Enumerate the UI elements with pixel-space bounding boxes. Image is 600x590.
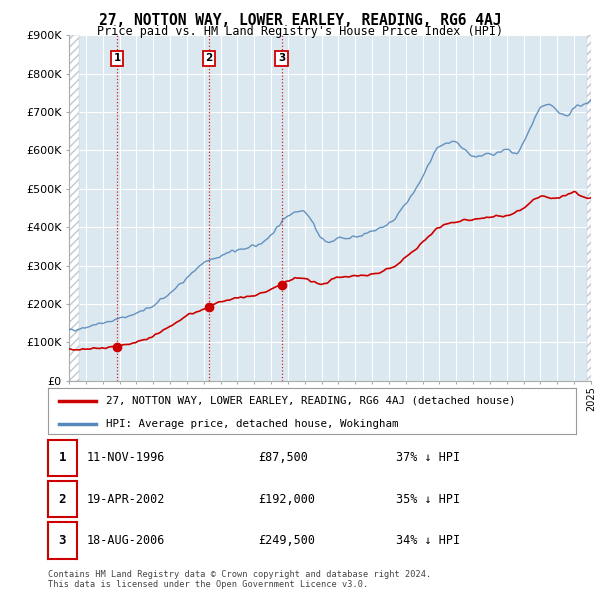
Text: HPI: Average price, detached house, Wokingham: HPI: Average price, detached house, Woki… bbox=[106, 418, 398, 428]
Text: 34% ↓ HPI: 34% ↓ HPI bbox=[396, 534, 460, 547]
Text: 2: 2 bbox=[59, 493, 66, 506]
Text: 3: 3 bbox=[59, 534, 66, 547]
Text: 11-NOV-1996: 11-NOV-1996 bbox=[87, 451, 166, 464]
Text: £249,500: £249,500 bbox=[258, 534, 315, 547]
Text: Price paid vs. HM Land Registry's House Price Index (HPI): Price paid vs. HM Land Registry's House … bbox=[97, 25, 503, 38]
Text: 27, NOTTON WAY, LOWER EARLEY, READING, RG6 4AJ: 27, NOTTON WAY, LOWER EARLEY, READING, R… bbox=[99, 13, 501, 28]
Text: £87,500: £87,500 bbox=[258, 451, 308, 464]
Text: 35% ↓ HPI: 35% ↓ HPI bbox=[396, 493, 460, 506]
Text: £192,000: £192,000 bbox=[258, 493, 315, 506]
Text: 18-AUG-2006: 18-AUG-2006 bbox=[87, 534, 166, 547]
Text: 27, NOTTON WAY, LOWER EARLEY, READING, RG6 4AJ (detached house): 27, NOTTON WAY, LOWER EARLEY, READING, R… bbox=[106, 395, 515, 405]
Text: 3: 3 bbox=[278, 54, 286, 63]
Text: 2: 2 bbox=[205, 54, 212, 63]
Text: 19-APR-2002: 19-APR-2002 bbox=[87, 493, 166, 506]
Text: 1: 1 bbox=[113, 54, 121, 63]
Text: 1: 1 bbox=[59, 451, 66, 464]
Text: Contains HM Land Registry data © Crown copyright and database right 2024.
This d: Contains HM Land Registry data © Crown c… bbox=[48, 570, 431, 589]
Text: 37% ↓ HPI: 37% ↓ HPI bbox=[396, 451, 460, 464]
